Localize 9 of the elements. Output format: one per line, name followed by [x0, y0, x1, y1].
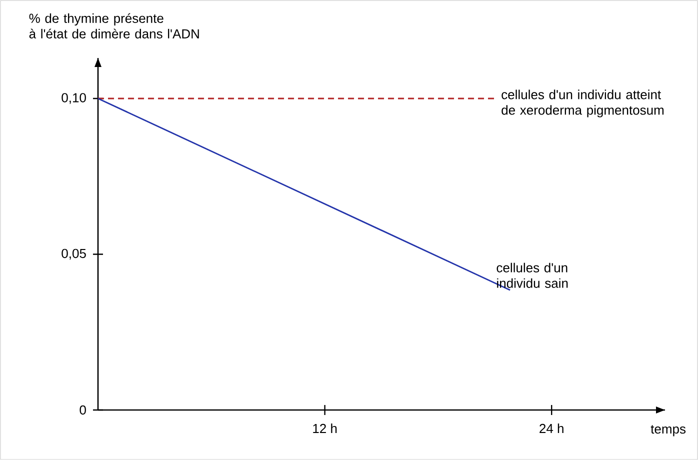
series-label: cellules d'un individu sain	[496, 262, 568, 288]
y-tick-label: 0	[80, 405, 86, 415]
x-axis-title: temps	[650, 425, 686, 436]
x-tick-label: 12 h	[313, 424, 337, 433]
series-label: cellules d'un individu atteint de xeroderma pigmentosum	[502, 90, 664, 118]
x-tick-label: 24 h	[540, 424, 564, 433]
y-axis-title: % de thymine présente à l'état de dimère dans l'ADN	[29, 13, 199, 38]
y-tick-label: 0,10	[62, 93, 86, 104]
y-tick-label: 0,05	[62, 248, 86, 260]
